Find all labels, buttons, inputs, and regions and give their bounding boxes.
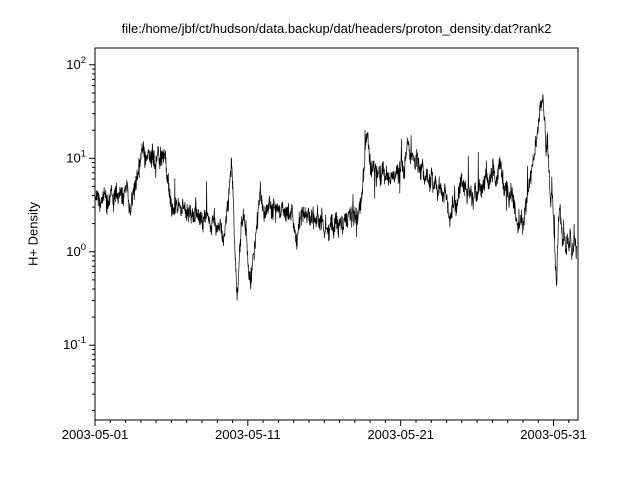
- data-line: [94, 94, 577, 301]
- svg-text:101: 101: [66, 148, 86, 165]
- y-axis-labels: 102 101 100 10-1: [63, 55, 86, 352]
- svg-text:2003-05-21: 2003-05-21: [367, 427, 434, 442]
- svg-text:2003-05-31: 2003-05-31: [520, 427, 587, 442]
- svg-text:2003-05-11: 2003-05-11: [215, 427, 281, 442]
- svg-text:10-1: 10-1: [63, 335, 86, 352]
- plot-title: file:/home/jbf/ct/hudson/data.backup/dat…: [121, 21, 552, 36]
- x-axis-ticks: [94, 420, 570, 426]
- svg-text:102: 102: [66, 55, 86, 72]
- svg-text:2003-05-01: 2003-05-01: [62, 427, 129, 442]
- x-axis-labels: 2003-05-01 2003-05-11 2003-05-21 2003-05-31: [62, 427, 587, 442]
- svg-text:100: 100: [66, 242, 86, 259]
- plot-frame: [94, 47, 579, 421]
- y-axis-ticks: [89, 64, 95, 412]
